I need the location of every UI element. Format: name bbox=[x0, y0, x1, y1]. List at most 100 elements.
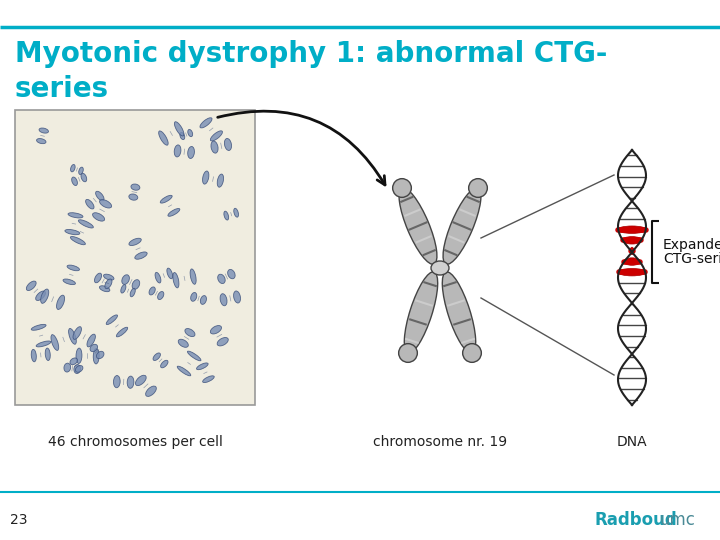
Ellipse shape bbox=[405, 272, 438, 353]
Ellipse shape bbox=[68, 328, 76, 344]
Ellipse shape bbox=[94, 273, 102, 283]
Ellipse shape bbox=[105, 279, 112, 289]
Ellipse shape bbox=[131, 184, 140, 190]
Ellipse shape bbox=[71, 237, 86, 245]
Ellipse shape bbox=[68, 213, 83, 218]
Ellipse shape bbox=[188, 146, 194, 158]
Ellipse shape bbox=[153, 353, 161, 361]
Ellipse shape bbox=[31, 325, 46, 330]
Ellipse shape bbox=[70, 358, 78, 365]
Ellipse shape bbox=[51, 335, 59, 350]
Ellipse shape bbox=[107, 315, 117, 325]
Ellipse shape bbox=[217, 274, 225, 284]
Text: umc: umc bbox=[660, 511, 696, 529]
Ellipse shape bbox=[71, 165, 75, 172]
Text: series: series bbox=[15, 75, 109, 103]
Ellipse shape bbox=[93, 213, 104, 221]
Ellipse shape bbox=[56, 295, 65, 309]
Ellipse shape bbox=[190, 269, 196, 284]
Ellipse shape bbox=[99, 200, 112, 208]
Ellipse shape bbox=[63, 279, 76, 285]
Ellipse shape bbox=[173, 273, 179, 288]
Text: chromosome nr. 19: chromosome nr. 19 bbox=[373, 435, 507, 449]
Ellipse shape bbox=[211, 141, 218, 153]
Text: 23: 23 bbox=[10, 513, 27, 527]
Ellipse shape bbox=[228, 269, 235, 279]
Ellipse shape bbox=[180, 132, 185, 139]
Text: Radboud: Radboud bbox=[595, 511, 678, 529]
Ellipse shape bbox=[129, 194, 138, 200]
Ellipse shape bbox=[185, 328, 195, 336]
Bar bbox=[15, 110, 255, 405]
Ellipse shape bbox=[202, 171, 209, 184]
Ellipse shape bbox=[158, 292, 164, 300]
Ellipse shape bbox=[174, 145, 181, 157]
Ellipse shape bbox=[121, 285, 126, 293]
Text: Expanded: Expanded bbox=[663, 238, 720, 252]
Ellipse shape bbox=[210, 326, 222, 334]
Ellipse shape bbox=[624, 258, 641, 265]
Ellipse shape bbox=[73, 327, 81, 339]
Text: 46 chromosomes per cell: 46 chromosomes per cell bbox=[48, 435, 222, 449]
Ellipse shape bbox=[87, 334, 96, 347]
Ellipse shape bbox=[78, 167, 84, 174]
Ellipse shape bbox=[99, 286, 110, 292]
Ellipse shape bbox=[431, 261, 449, 275]
Text: Myotonic dystrophy 1: abnormal CTG-: Myotonic dystrophy 1: abnormal CTG- bbox=[15, 40, 608, 68]
Ellipse shape bbox=[161, 360, 168, 368]
Ellipse shape bbox=[197, 363, 208, 370]
Ellipse shape bbox=[443, 188, 481, 264]
Ellipse shape bbox=[618, 268, 647, 276]
Ellipse shape bbox=[40, 289, 49, 303]
Ellipse shape bbox=[78, 220, 94, 228]
Ellipse shape bbox=[37, 139, 46, 144]
Ellipse shape bbox=[225, 138, 232, 151]
Ellipse shape bbox=[96, 352, 104, 359]
Ellipse shape bbox=[114, 375, 120, 388]
Ellipse shape bbox=[220, 294, 227, 306]
Ellipse shape bbox=[36, 341, 51, 347]
Ellipse shape bbox=[67, 265, 79, 271]
Ellipse shape bbox=[135, 375, 146, 386]
Ellipse shape bbox=[122, 275, 130, 285]
Ellipse shape bbox=[217, 338, 228, 346]
Ellipse shape bbox=[188, 130, 193, 137]
Ellipse shape bbox=[217, 174, 223, 187]
Ellipse shape bbox=[132, 280, 140, 289]
Ellipse shape bbox=[617, 226, 647, 233]
Ellipse shape bbox=[399, 343, 418, 362]
Ellipse shape bbox=[117, 327, 127, 337]
Ellipse shape bbox=[202, 376, 215, 382]
Ellipse shape bbox=[74, 364, 81, 374]
Ellipse shape bbox=[233, 291, 240, 303]
Ellipse shape bbox=[31, 349, 36, 362]
Ellipse shape bbox=[167, 268, 173, 279]
Ellipse shape bbox=[179, 339, 189, 347]
Ellipse shape bbox=[130, 288, 135, 297]
Ellipse shape bbox=[104, 274, 114, 280]
Ellipse shape bbox=[81, 173, 86, 182]
Ellipse shape bbox=[210, 131, 222, 141]
Ellipse shape bbox=[399, 188, 437, 264]
Ellipse shape bbox=[200, 118, 212, 128]
Ellipse shape bbox=[161, 195, 172, 203]
Ellipse shape bbox=[94, 349, 99, 364]
Ellipse shape bbox=[234, 208, 238, 217]
Ellipse shape bbox=[129, 238, 141, 246]
Ellipse shape bbox=[630, 247, 634, 255]
Ellipse shape bbox=[36, 291, 45, 300]
Ellipse shape bbox=[224, 211, 229, 220]
Ellipse shape bbox=[72, 177, 78, 186]
Ellipse shape bbox=[392, 179, 411, 197]
Ellipse shape bbox=[76, 366, 83, 372]
Ellipse shape bbox=[27, 281, 36, 291]
Ellipse shape bbox=[76, 348, 82, 363]
Ellipse shape bbox=[135, 252, 147, 259]
Ellipse shape bbox=[191, 293, 197, 301]
Ellipse shape bbox=[96, 191, 104, 201]
Ellipse shape bbox=[127, 376, 134, 388]
Ellipse shape bbox=[90, 345, 98, 352]
Ellipse shape bbox=[45, 348, 50, 361]
Ellipse shape bbox=[65, 230, 80, 235]
Ellipse shape bbox=[86, 199, 94, 209]
